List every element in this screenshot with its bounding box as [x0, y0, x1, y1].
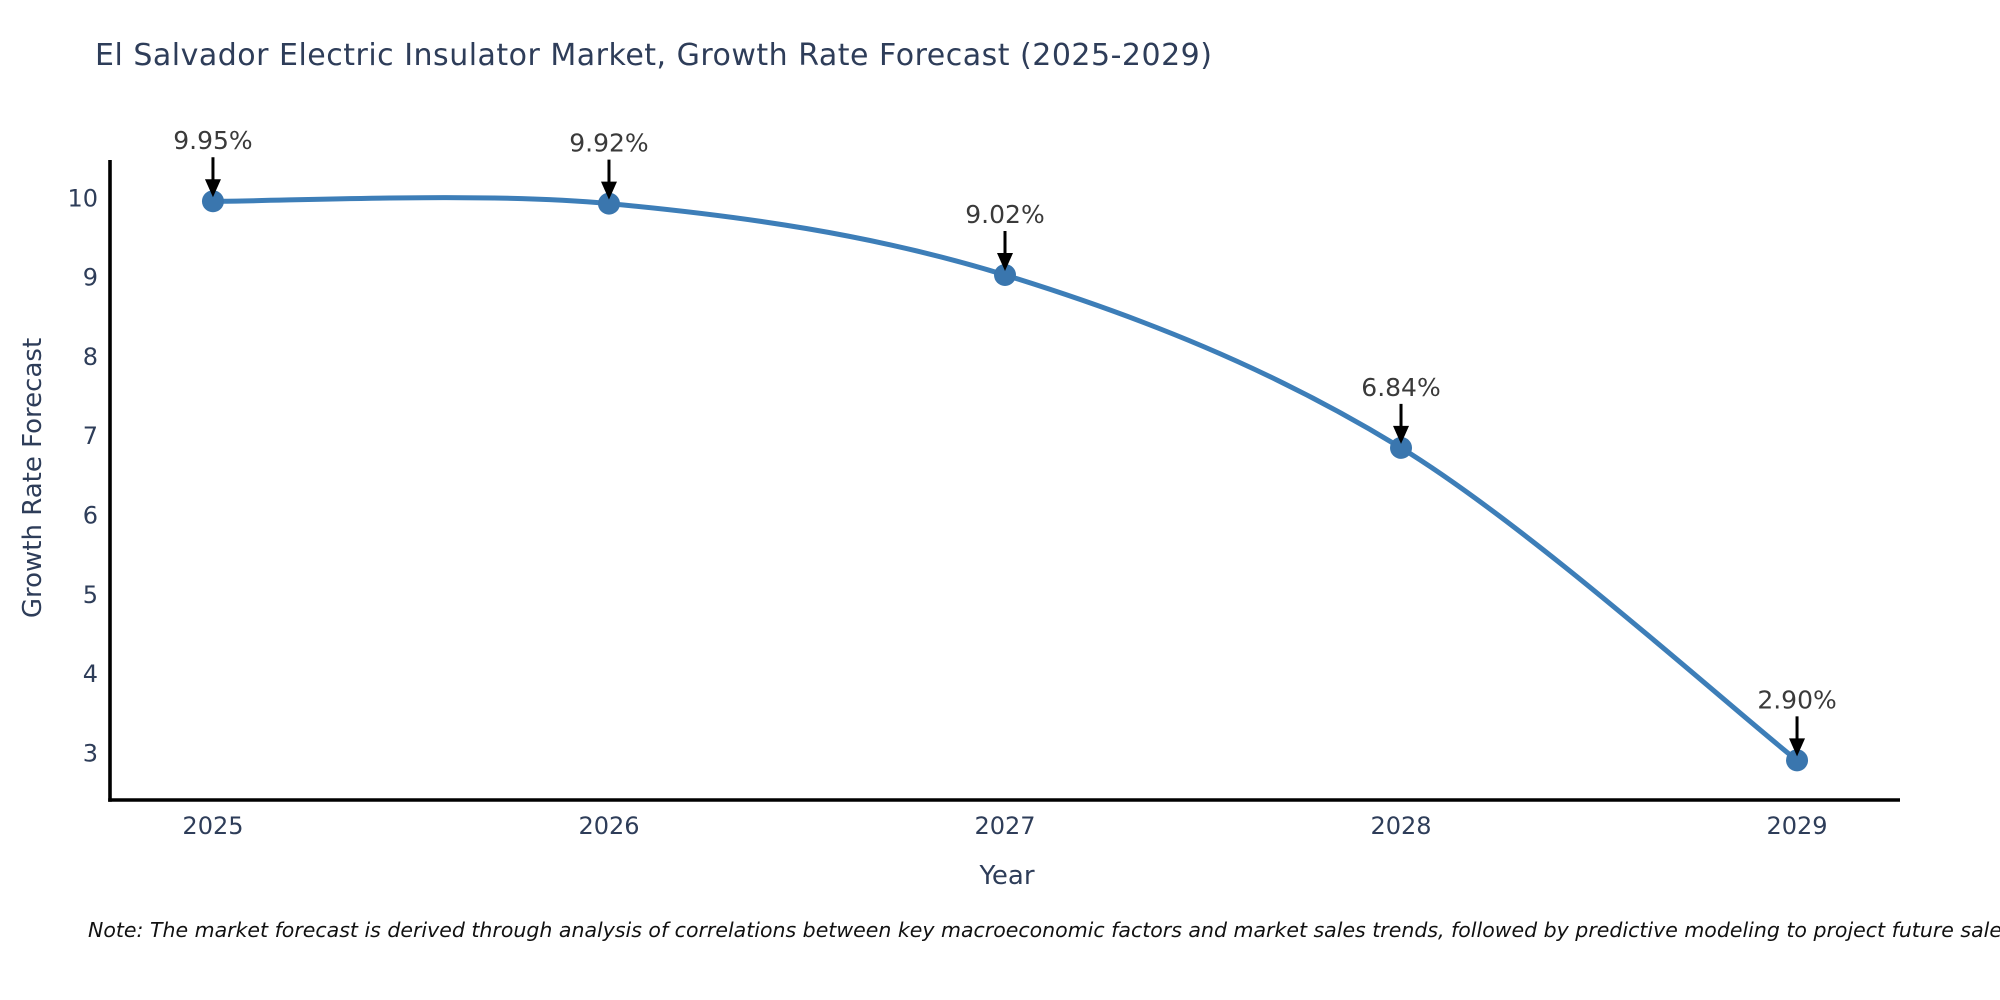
x-tick-label: 2026 [578, 812, 639, 840]
y-tick-label: 6 [83, 501, 98, 529]
annotation-arrow-head [204, 179, 221, 198]
x-tick-label: 2028 [1370, 812, 1431, 840]
annotation-arrow-head [1393, 425, 1410, 444]
annotation-arrow-head [1789, 738, 1806, 757]
y-tick-label: 7 [83, 422, 98, 450]
chart-title: El Salvador Electric Insulator Market, G… [95, 38, 1213, 73]
y-axis-label: Growth Rate Forecast [18, 337, 48, 619]
data-point-label: 9.92% [569, 129, 648, 158]
data-point-marker [597, 192, 620, 215]
x-tick-label: 2029 [1766, 812, 1827, 840]
data-point-label: 2.90% [1757, 685, 1836, 714]
data-point-marker [201, 190, 224, 213]
data-point-label: 9.02% [965, 200, 1044, 229]
annotation-arrow-head [600, 181, 617, 200]
x-tick-label: 2025 [182, 812, 243, 840]
data-point-label: 6.84% [1361, 373, 1440, 402]
y-tick-label: 4 [83, 660, 98, 688]
x-axis-label: Year [979, 861, 1035, 891]
y-tick-label: 5 [83, 581, 98, 609]
y-tick-label: 8 [83, 343, 98, 371]
footnote: Note: The market forecast is derived thr… [88, 918, 2000, 942]
data-point-marker [1786, 749, 1809, 772]
annotation-arrow-head [997, 252, 1013, 271]
y-tick-label: 10 [67, 184, 98, 212]
x-tick-label: 2027 [974, 812, 1035, 840]
y-tick-label: 9 [83, 264, 98, 292]
data-point-label: 9.95% [173, 126, 252, 155]
data-point-marker [994, 263, 1016, 286]
y-tick-label: 3 [83, 739, 98, 767]
data-point-marker [1390, 436, 1413, 459]
